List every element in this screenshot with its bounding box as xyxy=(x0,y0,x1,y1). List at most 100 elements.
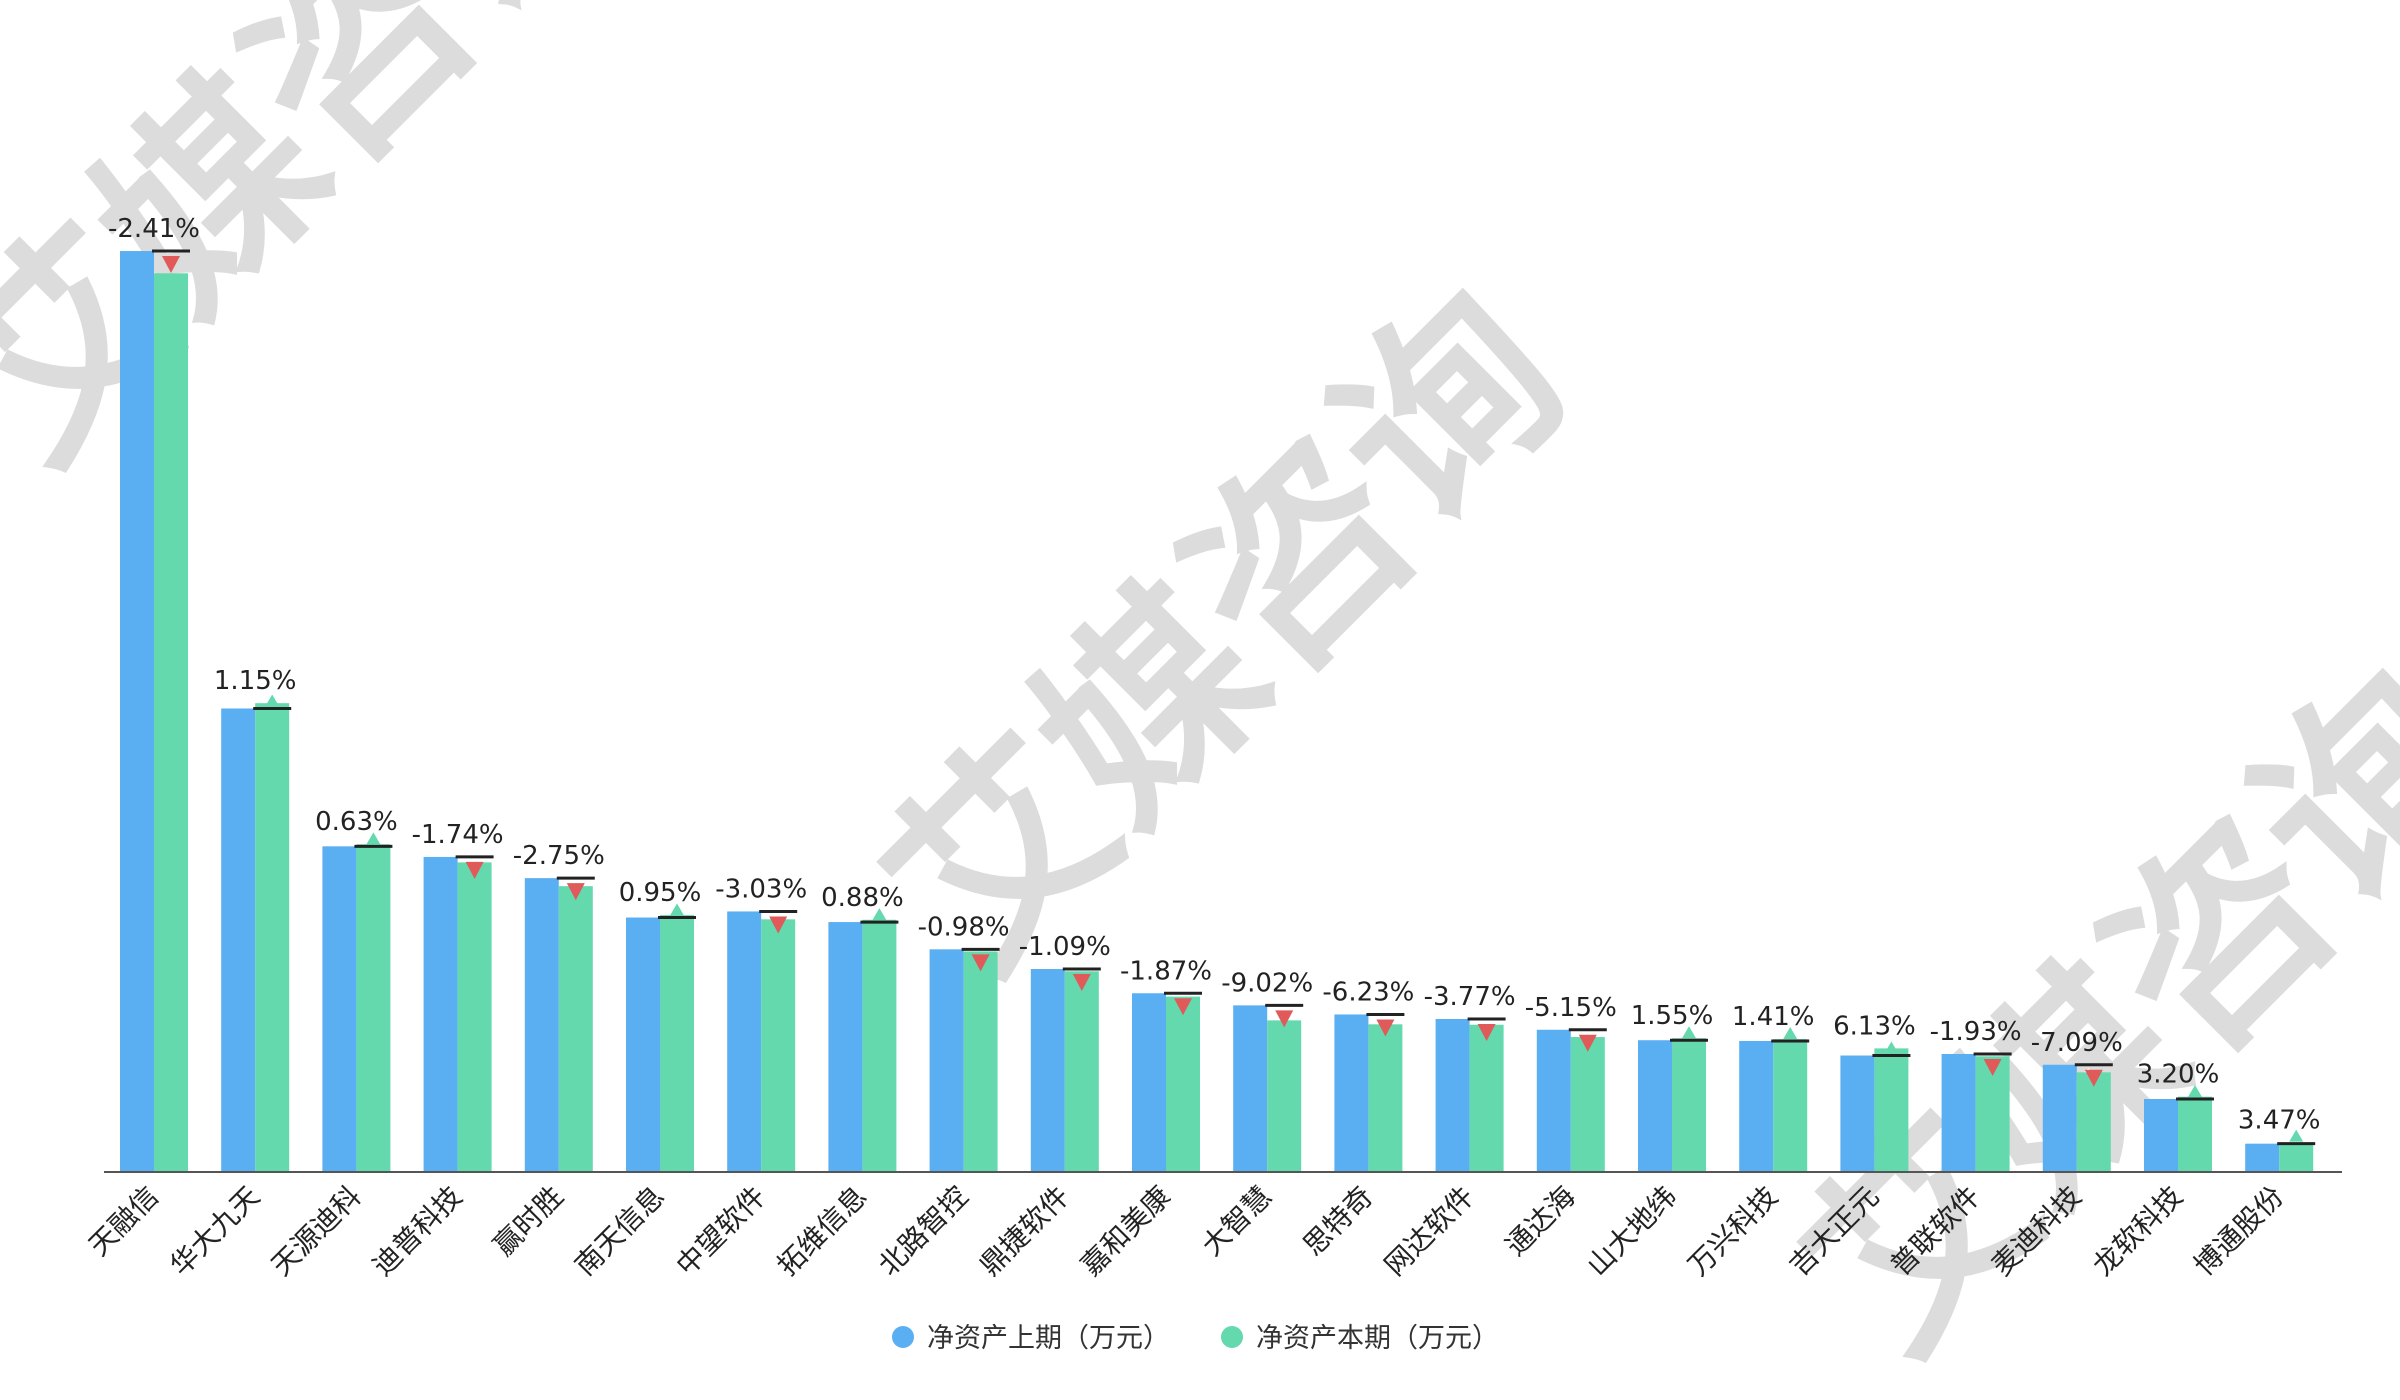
change-percent-label: 0.95% xyxy=(619,878,702,908)
increase-marker-icon xyxy=(1884,1041,1899,1054)
change-percent-label: -1.87% xyxy=(1120,956,1212,986)
x-tick-label: 华大九天 xyxy=(164,1180,267,1283)
bar-prev-0 xyxy=(120,251,154,1172)
legend-item-previous[interactable]: 净资产上期（万元） xyxy=(892,1323,1170,1354)
watermark-text: 艾媒咨询 xyxy=(842,248,1609,1015)
decrease-marker-icon xyxy=(1072,974,1091,992)
x-tick-label: 赢时胜 xyxy=(487,1180,570,1263)
bar-curr-4 xyxy=(558,886,593,1172)
decrease-marker-icon xyxy=(1174,998,1192,1016)
x-tick-label: 网达软件 xyxy=(1378,1180,1481,1283)
increase-marker-icon xyxy=(872,908,887,921)
bar-curr-10 xyxy=(1166,996,1200,1172)
legend-swatch-icon xyxy=(1221,1326,1243,1348)
x-tick-label: 迪普科技 xyxy=(366,1180,469,1283)
x-tick-label: 大智慧 xyxy=(1195,1180,1278,1263)
increase-marker-icon xyxy=(670,903,684,916)
bar-prev-17 xyxy=(1840,1055,1875,1172)
legend[interactable]: 净资产上期（万元） 净资产本期（万元） xyxy=(892,1323,1499,1354)
bar-prev-1 xyxy=(221,708,256,1172)
bar-curr-15 xyxy=(1672,1038,1706,1172)
change-percent-label: -2.41% xyxy=(108,214,200,244)
bar-curr-16 xyxy=(1773,1039,1808,1172)
decrease-marker-icon xyxy=(566,883,585,901)
bar-curr-12 xyxy=(1368,1024,1403,1172)
increase-marker-icon xyxy=(265,694,280,707)
change-percent-label: -1.93% xyxy=(1930,1017,2022,1047)
increase-marker-icon xyxy=(1783,1026,1798,1039)
change-percent-label: 1.15% xyxy=(214,666,297,696)
bar-curr-17 xyxy=(1874,1048,1909,1172)
bar-prev-6 xyxy=(727,911,762,1172)
bar-curr-20 xyxy=(2178,1096,2212,1172)
legend-label: 净资产本期（万元） xyxy=(1256,1323,1499,1354)
bar-prev-3 xyxy=(423,856,458,1172)
change-percent-label: 3.47% xyxy=(2238,1106,2321,1136)
bar-prev-13 xyxy=(1435,1019,1470,1172)
increase-marker-icon xyxy=(366,832,381,845)
bar-prev-14 xyxy=(1536,1029,1571,1172)
bar-prev-7 xyxy=(828,922,863,1172)
bar-curr-5 xyxy=(660,915,694,1172)
bar-curr-21 xyxy=(2279,1142,2314,1172)
increase-marker-icon xyxy=(2188,1084,2202,1097)
bar-curr-7 xyxy=(862,919,897,1172)
bar-curr-19 xyxy=(2076,1072,2111,1172)
x-tick-label: 中望软件 xyxy=(670,1180,773,1283)
bar-curr-2 xyxy=(356,844,391,1172)
x-tick-label: 天源迪科 xyxy=(265,1180,368,1283)
decrease-marker-icon xyxy=(971,954,990,972)
bar-prev-11 xyxy=(1233,1005,1268,1172)
change-percent-label: 1.55% xyxy=(1631,1001,1714,1031)
x-tick-label: 思特奇 xyxy=(1297,1180,1380,1263)
bar-prev-18 xyxy=(1941,1054,1976,1172)
bar-prev-21 xyxy=(2245,1143,2280,1172)
x-tick-label: 通达海 xyxy=(1499,1180,1582,1263)
decrease-marker-icon xyxy=(1275,1010,1294,1028)
bar-curr-0 xyxy=(154,273,188,1172)
x-tick-label: 南天信息 xyxy=(568,1180,671,1283)
bar-prev-4 xyxy=(524,878,559,1172)
bar-prev-2 xyxy=(322,846,357,1172)
x-tick-label: 北路智控 xyxy=(872,1180,975,1283)
decrease-marker-icon xyxy=(465,861,484,879)
change-percent-label: -2.75% xyxy=(513,841,605,871)
bar-curr-6 xyxy=(761,919,796,1172)
change-percent-label: 0.63% xyxy=(315,807,398,837)
bar-curr-9 xyxy=(1064,971,1099,1172)
decrease-marker-icon xyxy=(1376,1019,1395,1037)
x-tick-label: 鼎捷软件 xyxy=(973,1180,1076,1283)
change-percent-label: -3.03% xyxy=(715,874,807,904)
change-percent-label: -7.09% xyxy=(2031,1028,2123,1058)
change-percent-label: 3.20% xyxy=(2137,1060,2220,1090)
legend-item-current[interactable]: 净资产本期（万元） xyxy=(1221,1323,1499,1354)
bar-prev-15 xyxy=(1638,1040,1672,1172)
bars-layer xyxy=(120,251,2314,1172)
increase-marker-icon xyxy=(1682,1026,1696,1039)
decrease-marker-icon xyxy=(162,256,180,274)
bar-curr-11 xyxy=(1267,1020,1302,1172)
decrease-marker-icon xyxy=(2084,1069,2103,1087)
bar-curr-1 xyxy=(255,703,290,1172)
bar-prev-9 xyxy=(1030,969,1065,1172)
change-percent-label: -1.09% xyxy=(1019,932,1111,962)
bar-prev-20 xyxy=(2144,1098,2178,1172)
decrease-marker-icon xyxy=(769,916,788,934)
change-percent-label: 1.41% xyxy=(1732,1002,1815,1032)
bar-curr-8 xyxy=(963,951,998,1172)
bar-prev-16 xyxy=(1739,1040,1774,1172)
decrease-marker-icon xyxy=(1578,1034,1597,1052)
change-percent-label: -0.98% xyxy=(918,912,1010,942)
increase-marker-icon xyxy=(2289,1129,2304,1142)
change-percent-label: -5.15% xyxy=(1525,993,1617,1023)
bar-prev-19 xyxy=(2042,1064,2077,1172)
x-tick-label: 嘉和美康 xyxy=(1074,1180,1177,1283)
change-percent-label: 6.13% xyxy=(1833,1011,1916,1041)
change-percent-label: 0.88% xyxy=(821,883,904,913)
decrease-marker-icon xyxy=(1477,1024,1496,1042)
bar-curr-3 xyxy=(457,862,492,1172)
legend-label: 净资产上期（万元） xyxy=(927,1323,1170,1354)
change-percent-label: -1.74% xyxy=(412,820,504,850)
